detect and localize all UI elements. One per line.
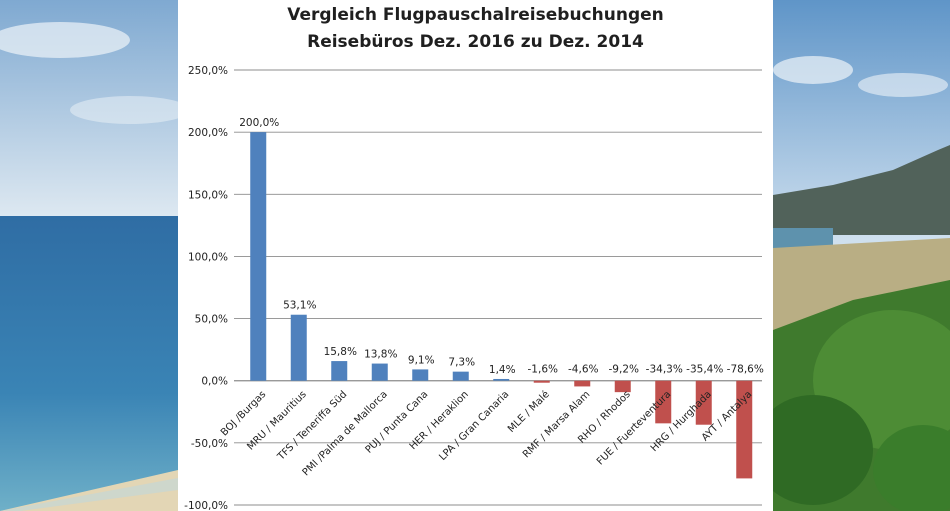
bar	[250, 132, 267, 381]
data-labels: 200,0% 53,1% 15,8% 13,8% 9,1% 7,3% 1,4% -1,6% -4…	[239, 117, 764, 376]
y-tick-label: -100,0%	[184, 500, 228, 511]
data-label: 9,1%	[408, 354, 435, 366]
data-label: 7,3%	[448, 357, 475, 369]
gridlines	[234, 69, 762, 506]
y-tick-label: -50,0%	[191, 438, 228, 450]
bar	[371, 363, 388, 381]
chart-panel: Vergleich Flugpauschalreisebuchungen Rei…	[178, 0, 773, 511]
y-tick-label: 50,0%	[195, 314, 228, 326]
data-label: 200,0%	[239, 117, 279, 129]
bar	[614, 380, 631, 393]
bar	[695, 380, 712, 425]
data-label: -9,2%	[609, 364, 639, 376]
data-label: -34,3%	[646, 364, 683, 376]
bar-chart: 250,0% 200,0% 150,0% 100,0% 50,0% 0,0% -50,0% -…	[184, 65, 764, 511]
data-label: 13,8%	[364, 349, 397, 361]
bar	[655, 380, 672, 424]
data-label: -1,6%	[528, 364, 558, 376]
y-tick-label: 0,0%	[201, 376, 228, 388]
background-photo-coast-right	[773, 0, 950, 511]
bar	[736, 380, 753, 479]
data-label: -4,6%	[568, 364, 598, 376]
y-axis-tick-labels: 250,0% 200,0% 150,0% 100,0% 50,0% 0,0% -50,0% -…	[184, 65, 228, 511]
chart-title-line-1: Vergleich Flugpauschalreisebuchungen	[287, 5, 664, 25]
y-tick-label: 150,0%	[188, 189, 228, 201]
chart-title: Vergleich Flugpauschalreisebuchungen Rei…	[178, 2, 773, 56]
bar	[493, 378, 510, 381]
data-label: 15,8%	[324, 346, 357, 358]
bar	[452, 371, 469, 381]
data-label: -35,4%	[686, 364, 723, 376]
chart-title-line-2: Reisebüros Dez. 2016 zu Dez. 2014	[307, 32, 644, 52]
category-label: FUE / Fuerteventura	[595, 389, 673, 467]
background-photo-beach-left	[0, 0, 178, 511]
category-label: TFS / Teneriffa Süd	[275, 389, 349, 463]
bar	[574, 380, 591, 387]
data-label: 53,1%	[283, 300, 316, 312]
y-tick-label: 200,0%	[188, 127, 228, 139]
bar	[412, 369, 429, 381]
category-label: PMI /Palma de Mallorca	[301, 389, 390, 478]
bars	[250, 132, 753, 479]
category-label: LPA / Gran Canaria	[437, 389, 511, 463]
bar	[290, 314, 307, 381]
category-label: RMF / Marsa Alam	[521, 389, 592, 460]
bar	[331, 361, 348, 381]
data-label: 1,4%	[489, 364, 516, 376]
data-label: -78,6%	[727, 364, 764, 376]
y-tick-label: 250,0%	[188, 65, 228, 77]
bar	[533, 380, 550, 383]
y-tick-label: 100,0%	[188, 251, 228, 263]
